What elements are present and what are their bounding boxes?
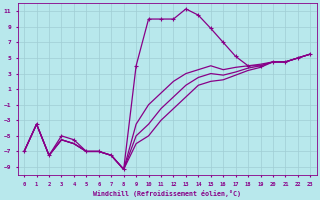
X-axis label: Windchill (Refroidissement éolien,°C): Windchill (Refroidissement éolien,°C)	[93, 190, 241, 197]
